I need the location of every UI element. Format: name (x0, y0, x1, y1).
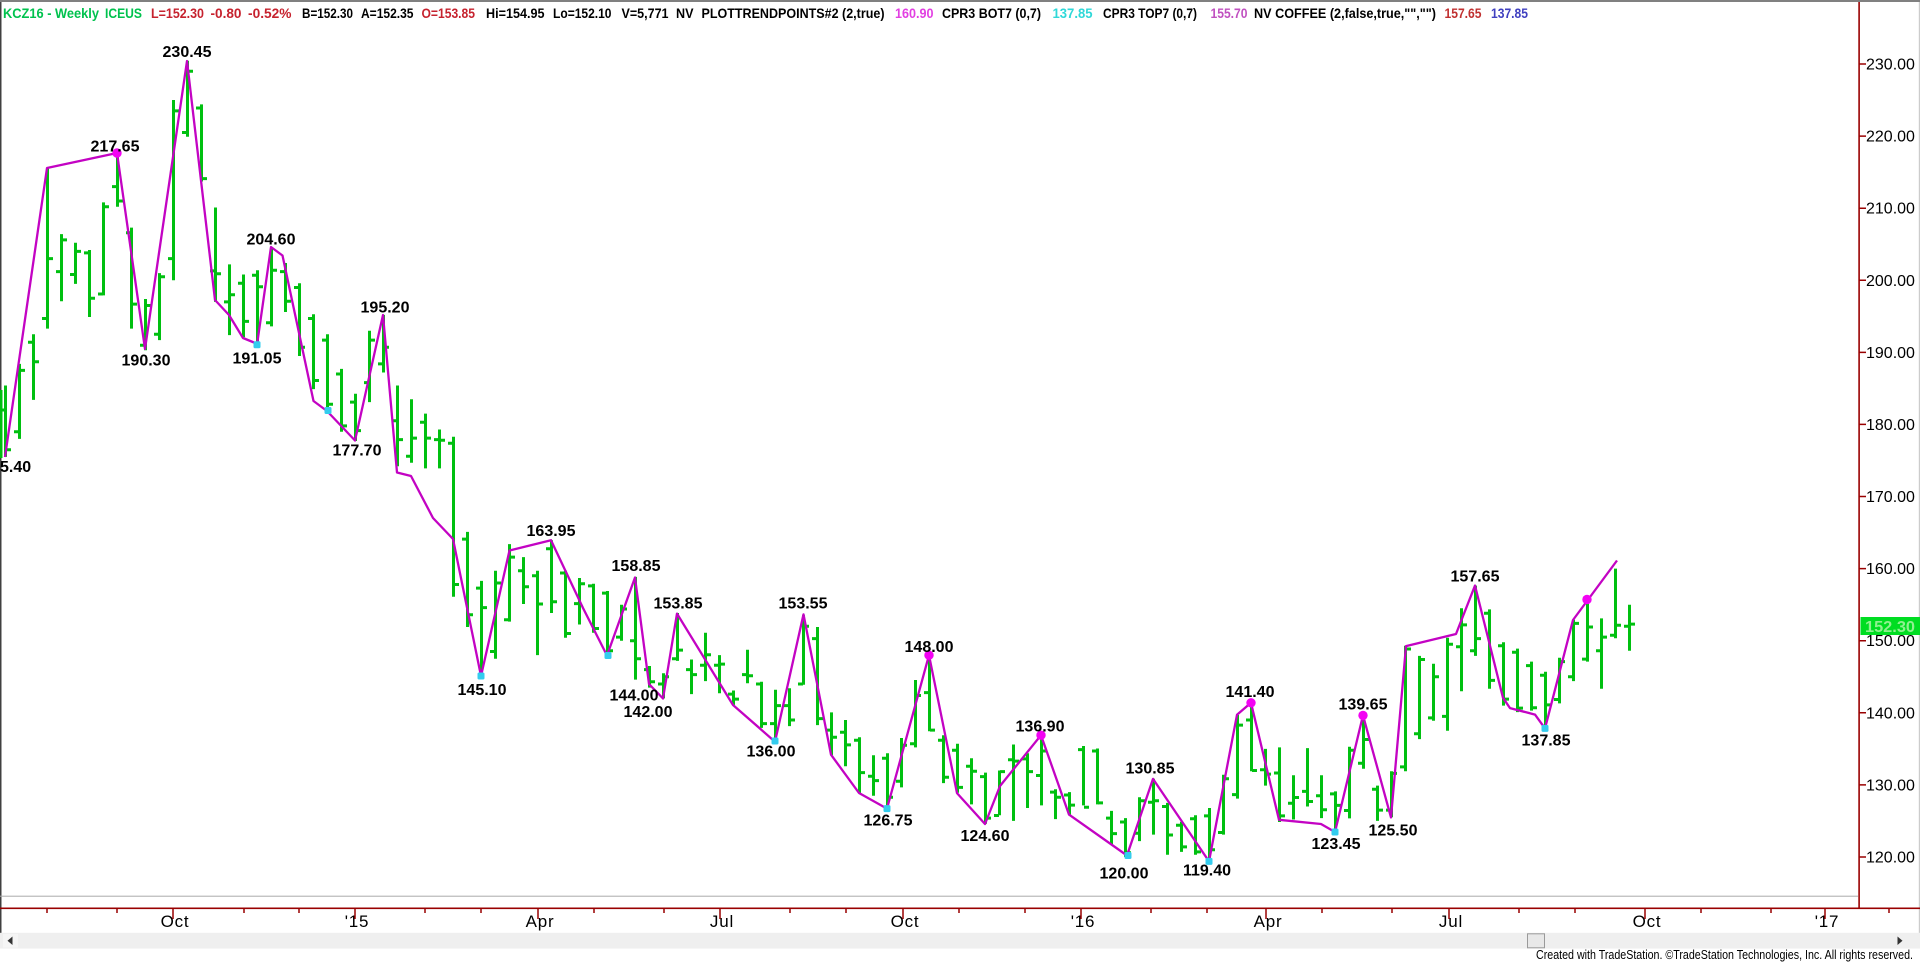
svg-text:137.85: 137.85 (1522, 733, 1571, 750)
svg-text:Apr: Apr (526, 912, 555, 931)
svg-text:NV: NV (676, 5, 694, 21)
svg-text:160.90: 160.90 (895, 5, 934, 21)
svg-text:163.95: 163.95 (527, 523, 576, 540)
svg-text:152.30: 152.30 (1865, 619, 1915, 636)
svg-text:190.00: 190.00 (1866, 345, 1915, 362)
svg-text:190.30: 190.30 (122, 353, 171, 370)
svg-text:130.85: 130.85 (1126, 761, 1175, 778)
svg-text:NV COFFEE (2,false,true,"",""): NV COFFEE (2,false,true,"","") (1254, 5, 1436, 21)
svg-text:204.60: 204.60 (247, 232, 296, 249)
svg-text:155.70: 155.70 (1211, 5, 1248, 21)
svg-text:CPR3 BOT7 (0,7): CPR3 BOT7 (0,7) (942, 5, 1041, 21)
svg-text:139.65: 139.65 (1339, 697, 1388, 714)
svg-text:177.70: 177.70 (333, 443, 382, 460)
svg-text:Created with TradeStation. ©Tr: Created with TradeStation. ©TradeStation… (1536, 947, 1913, 962)
svg-text:200.00: 200.00 (1866, 273, 1915, 290)
svg-text:157.65: 157.65 (1445, 5, 1482, 21)
svg-text:Lo=152.10: Lo=152.10 (553, 5, 612, 21)
svg-text:A=152.35: A=152.35 (361, 5, 414, 21)
svg-text:144.00: 144.00 (610, 688, 659, 705)
svg-text:ICEUS: ICEUS (105, 5, 142, 21)
svg-text:Oct: Oct (891, 912, 920, 931)
svg-text:CPR3 TOP7 (0,7): CPR3 TOP7 (0,7) (1103, 5, 1197, 21)
svg-text:153.55: 153.55 (779, 596, 828, 613)
svg-text:142.00: 142.00 (624, 704, 673, 721)
svg-text:-0.80: -0.80 (211, 5, 242, 21)
svg-text:153.85: 153.85 (654, 596, 703, 613)
svg-text:Hi=154.95: Hi=154.95 (486, 5, 545, 21)
svg-text:145.10: 145.10 (458, 682, 507, 699)
svg-text:158.85: 158.85 (612, 558, 661, 575)
svg-text:B=152.30: B=152.30 (302, 5, 353, 21)
svg-text:137.85: 137.85 (1053, 5, 1093, 21)
svg-text:170.00: 170.00 (1866, 489, 1915, 506)
svg-text:140.00: 140.00 (1866, 705, 1915, 722)
svg-text:230.45: 230.45 (163, 44, 212, 61)
svg-text:KCZ16 - Weekly: KCZ16 - Weekly (3, 5, 99, 21)
svg-text:O=153.85: O=153.85 (422, 5, 476, 21)
svg-text:119.40: 119.40 (1183, 863, 1231, 880)
svg-text:'16: '16 (1071, 912, 1096, 931)
svg-text:130.00: 130.00 (1866, 777, 1915, 794)
svg-text:'17: '17 (1815, 912, 1840, 931)
svg-text:L=152.30: L=152.30 (151, 5, 204, 21)
svg-text:157.65: 157.65 (1451, 569, 1500, 586)
svg-text:-0.52%: -0.52% (248, 5, 292, 21)
svg-text:'15: '15 (345, 912, 370, 931)
svg-text:Jul: Jul (1439, 912, 1463, 931)
svg-text:V=5,771: V=5,771 (622, 5, 669, 21)
svg-text:Oct: Oct (161, 912, 190, 931)
svg-text:Apr: Apr (1254, 912, 1283, 931)
svg-text:217.65: 217.65 (91, 139, 140, 156)
svg-text:120.00: 120.00 (1866, 850, 1915, 867)
svg-text:5.40: 5.40 (0, 459, 31, 476)
svg-text:Jul: Jul (710, 912, 734, 931)
svg-text:136.00: 136.00 (747, 744, 796, 761)
svg-text:124.60: 124.60 (961, 828, 1010, 845)
svg-text:123.45: 123.45 (1312, 836, 1361, 853)
svg-text:148.00: 148.00 (905, 639, 954, 656)
svg-text:191.05: 191.05 (233, 351, 282, 368)
svg-text:230.00: 230.00 (1866, 57, 1915, 74)
svg-text:136.90: 136.90 (1016, 719, 1065, 736)
svg-text:141.40: 141.40 (1226, 684, 1275, 701)
svg-text:180.00: 180.00 (1866, 417, 1915, 434)
svg-text:195.20: 195.20 (361, 300, 410, 317)
svg-text:125.50: 125.50 (1369, 823, 1418, 840)
svg-text:PLOTTRENDPOINTS#2 (2,true): PLOTTRENDPOINTS#2 (2,true) (702, 5, 885, 21)
svg-text:160.00: 160.00 (1866, 561, 1915, 578)
svg-text:210.00: 210.00 (1866, 201, 1915, 218)
svg-text:137.85: 137.85 (1491, 5, 1528, 21)
svg-text:220.00: 220.00 (1866, 129, 1915, 146)
svg-text:Oct: Oct (1633, 912, 1662, 931)
svg-text:126.75: 126.75 (864, 813, 913, 830)
svg-text:120.00: 120.00 (1100, 866, 1149, 883)
